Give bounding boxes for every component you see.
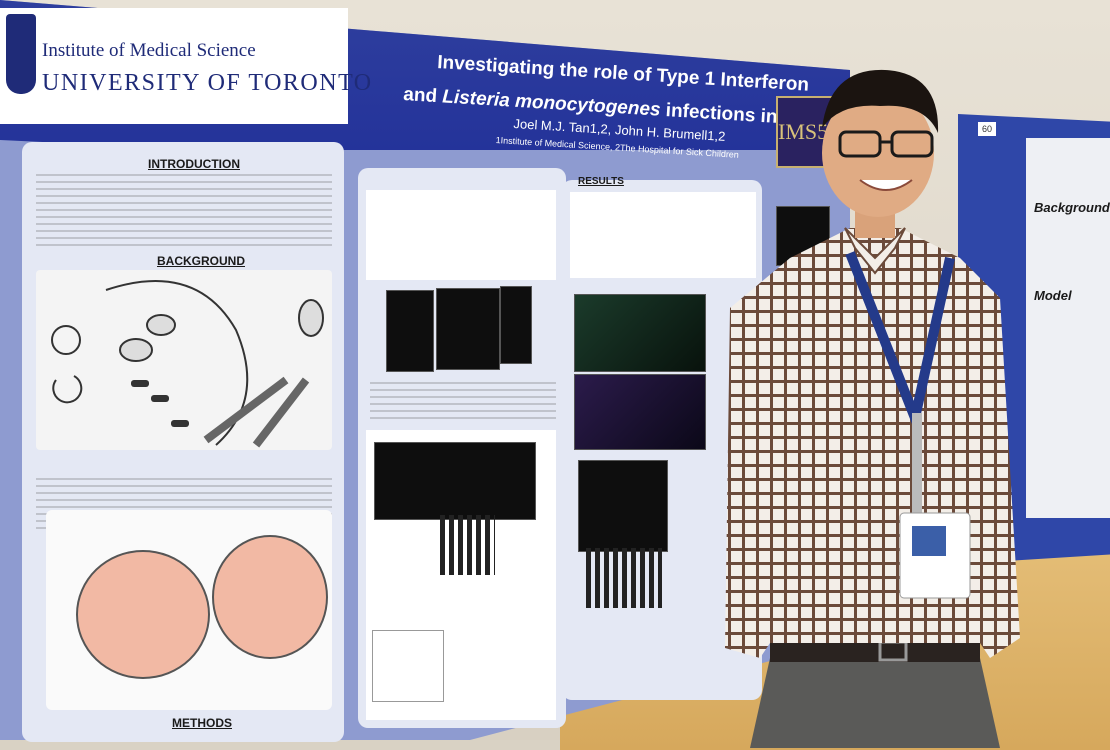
presenter-person: [725, 69, 1020, 748]
infection-cycle-diagram: [36, 270, 332, 450]
western-blot-figure: [570, 192, 756, 278]
adjacent-poster-model-heading: Model: [1034, 288, 1072, 303]
brain-micrograph: [386, 290, 434, 372]
bar-chart: [586, 548, 662, 608]
results-heading: RESULTS: [578, 176, 624, 187]
poster-number-tag: 60: [978, 122, 996, 136]
background-heading: BACKGROUND: [157, 254, 245, 268]
title-prefix: and: [402, 84, 443, 108]
adjacent-poster-sheet: [1026, 138, 1110, 518]
fluorescence-micrograph-grid: [574, 374, 706, 450]
micrograph-grid: [374, 442, 536, 520]
cell-without-ifitm3: [76, 550, 210, 679]
methods-heading: METHODS: [172, 716, 232, 730]
introduction-text: [36, 174, 332, 246]
university-crest-icon: [6, 14, 36, 94]
university-name: UNIVERSITY OF TORONTO: [42, 70, 373, 96]
figure-caption: [370, 382, 556, 422]
cell-with-ifitm3: [212, 535, 328, 659]
brain-micrograph: [500, 286, 532, 364]
bar-chart: [440, 515, 495, 575]
university-logo-box: [0, 8, 348, 124]
dose-response-plot: [372, 630, 444, 702]
brain-micrograph: [436, 288, 500, 370]
institute-name: Institute of Medical Science: [42, 40, 256, 61]
infection-cycle-drawing: [51, 280, 324, 448]
survival-curve-figure: [366, 190, 556, 280]
introduction-heading: INTRODUCTION: [148, 157, 240, 171]
fluorescence-micrograph-grid: [574, 294, 706, 372]
adjacent-poster-background-heading: Background: [1034, 200, 1110, 215]
micrograph-grid: [578, 460, 668, 552]
